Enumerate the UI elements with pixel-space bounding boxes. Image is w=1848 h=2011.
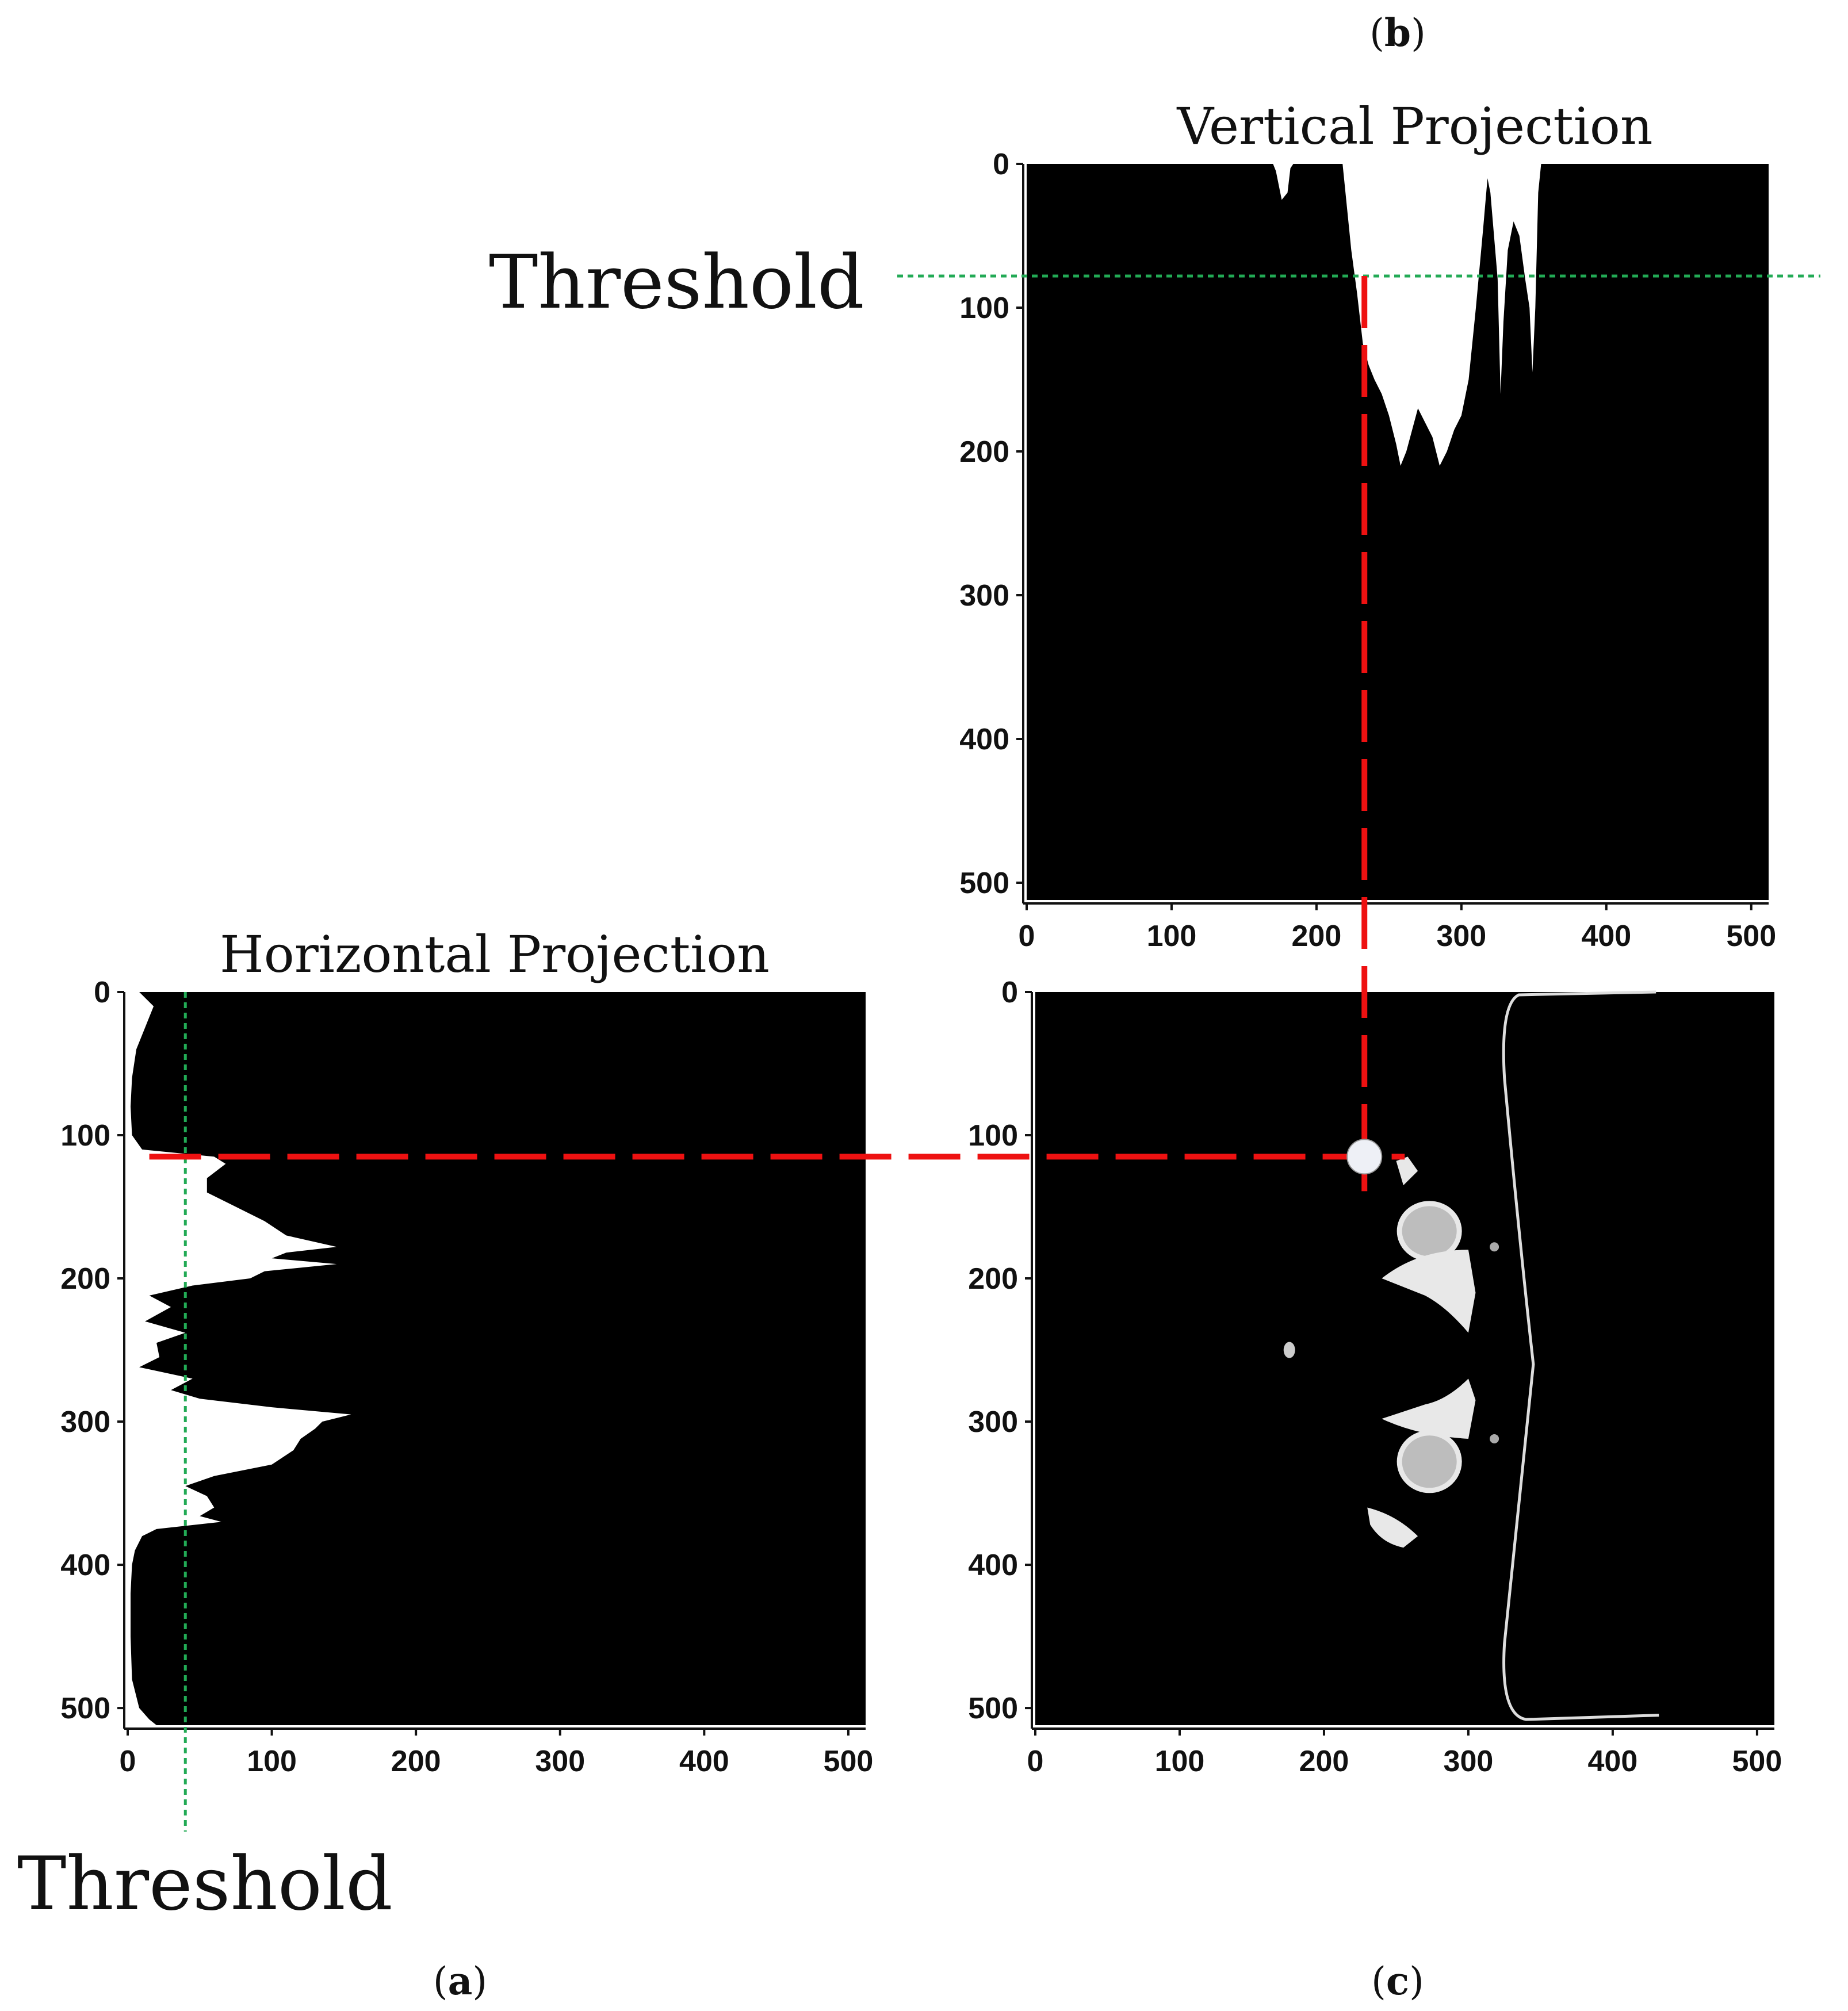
ct-slice-plot-background <box>1035 992 1774 1725</box>
clavicle-upper <box>1396 1156 1418 1186</box>
vertical-projection-x-tick-label: 300 <box>1436 920 1486 953</box>
vertical-projection-x-tick-label: 200 <box>1292 920 1342 953</box>
vertical-projection-y-tick-label: 400 <box>959 723 1009 756</box>
ct-slice-y-tick-label: 400 <box>968 1549 1018 1582</box>
scapula-lower <box>1382 1378 1476 1439</box>
threshold-label-horizontal: Threshold <box>17 1841 393 1927</box>
horizontal-projection-profile <box>128 992 351 1725</box>
panel-label-b: (b) <box>1369 10 1426 55</box>
horizontal-projection-y-tick-label: 500 <box>60 1692 110 1725</box>
intersection-marker <box>1346 1139 1383 1175</box>
panel-label-c: (c) <box>1371 1959 1424 2004</box>
ct-slice-x-tick-label: 400 <box>1588 1745 1638 1778</box>
ct-slice-y-tick-label: 0 <box>1001 976 1018 1009</box>
horizontal-projection-y-tick-label: 200 <box>60 1262 110 1296</box>
panel-label-a: (a) <box>433 1959 487 2004</box>
vertical-projection-title: Vertical Projection <box>1176 97 1652 156</box>
ct-slice-x-tick-label: 0 <box>1027 1745 1044 1778</box>
ct-slice-y-tick-label: 300 <box>968 1405 1018 1439</box>
horizontal-projection-plot-background <box>128 992 866 1725</box>
vertical-projection-y-tick-label: 100 <box>959 292 1009 325</box>
horizontal-projection-x-tick-label: 200 <box>391 1745 441 1778</box>
vertical-projection-y-tick-label: 0 <box>993 148 1009 181</box>
ct-slice-y-tick-label: 100 <box>968 1119 1018 1152</box>
horizontal-projection-y-tick-label: 300 <box>60 1405 110 1439</box>
horizontal-projection-chart: 0 100 200 300 400 500 0 100 200 300 400 500 <box>60 976 873 1832</box>
horizontal-projection-y-tick-label: 0 <box>94 976 110 1009</box>
ct-slice-x-tick-label: 200 <box>1299 1745 1349 1778</box>
body-contour <box>1502 990 1659 1721</box>
vertical-projection-profile <box>1027 164 1769 466</box>
horizontal-projection-x-tick-label: 0 <box>120 1745 136 1778</box>
horizontal-projection-x-tick-label: 400 <box>679 1745 729 1778</box>
marker-dot-left <box>1283 1342 1295 1358</box>
horizontal-projection-x-tick-label: 300 <box>535 1745 585 1778</box>
ct-slice-y-tick-label: 500 <box>968 1692 1018 1725</box>
vertical-projection-x-tick-label: 0 <box>1019 920 1035 953</box>
horizontal-projection-y-tick-label: 400 <box>60 1549 110 1582</box>
crosshair-overlay <box>149 276 1405 1192</box>
horizontal-projection-x-tick-label: 100 <box>247 1745 297 1778</box>
vertical-projection-x-tick-label: 400 <box>1581 920 1631 953</box>
horizontal-projection-x-tick-label: 500 <box>824 1745 874 1778</box>
threshold-label-vertical: Threshold <box>489 240 864 325</box>
humeral-head-lower <box>1396 1430 1462 1493</box>
clavicle-lower <box>1367 1507 1418 1548</box>
horizontal-projection-title: Horizontal Projection <box>220 925 770 984</box>
vertical-projection-chart: 0 100 200 300 400 500 0 100 200 300 400 500 <box>897 148 1820 953</box>
vertical-projection-y-tick-label: 200 <box>959 435 1009 469</box>
marker-dot-lower <box>1490 1434 1499 1443</box>
humeral-head-upper <box>1396 1201 1462 1262</box>
vertical-projection-y-tick-label: 300 <box>959 579 1009 612</box>
marker-dot-upper <box>1490 1242 1499 1252</box>
vertical-projection-x-tick-label: 500 <box>1726 920 1776 953</box>
ct-slice-chart: 0 100 200 300 400 500 0 100 200 300 400 500 <box>968 976 1782 1778</box>
ct-slice-x-tick-label: 100 <box>1155 1745 1205 1778</box>
ct-slice-x-tick-label: 300 <box>1444 1745 1494 1778</box>
vertical-projection-x-tick-label: 100 <box>1147 920 1197 953</box>
ct-slice-x-tick-label: 500 <box>1732 1745 1782 1778</box>
scapula-upper <box>1382 1250 1476 1333</box>
vertical-projection-y-tick-label: 500 <box>959 867 1009 900</box>
ct-slice-y-tick-label: 200 <box>968 1262 1018 1296</box>
horizontal-projection-y-tick-label: 100 <box>60 1119 110 1152</box>
